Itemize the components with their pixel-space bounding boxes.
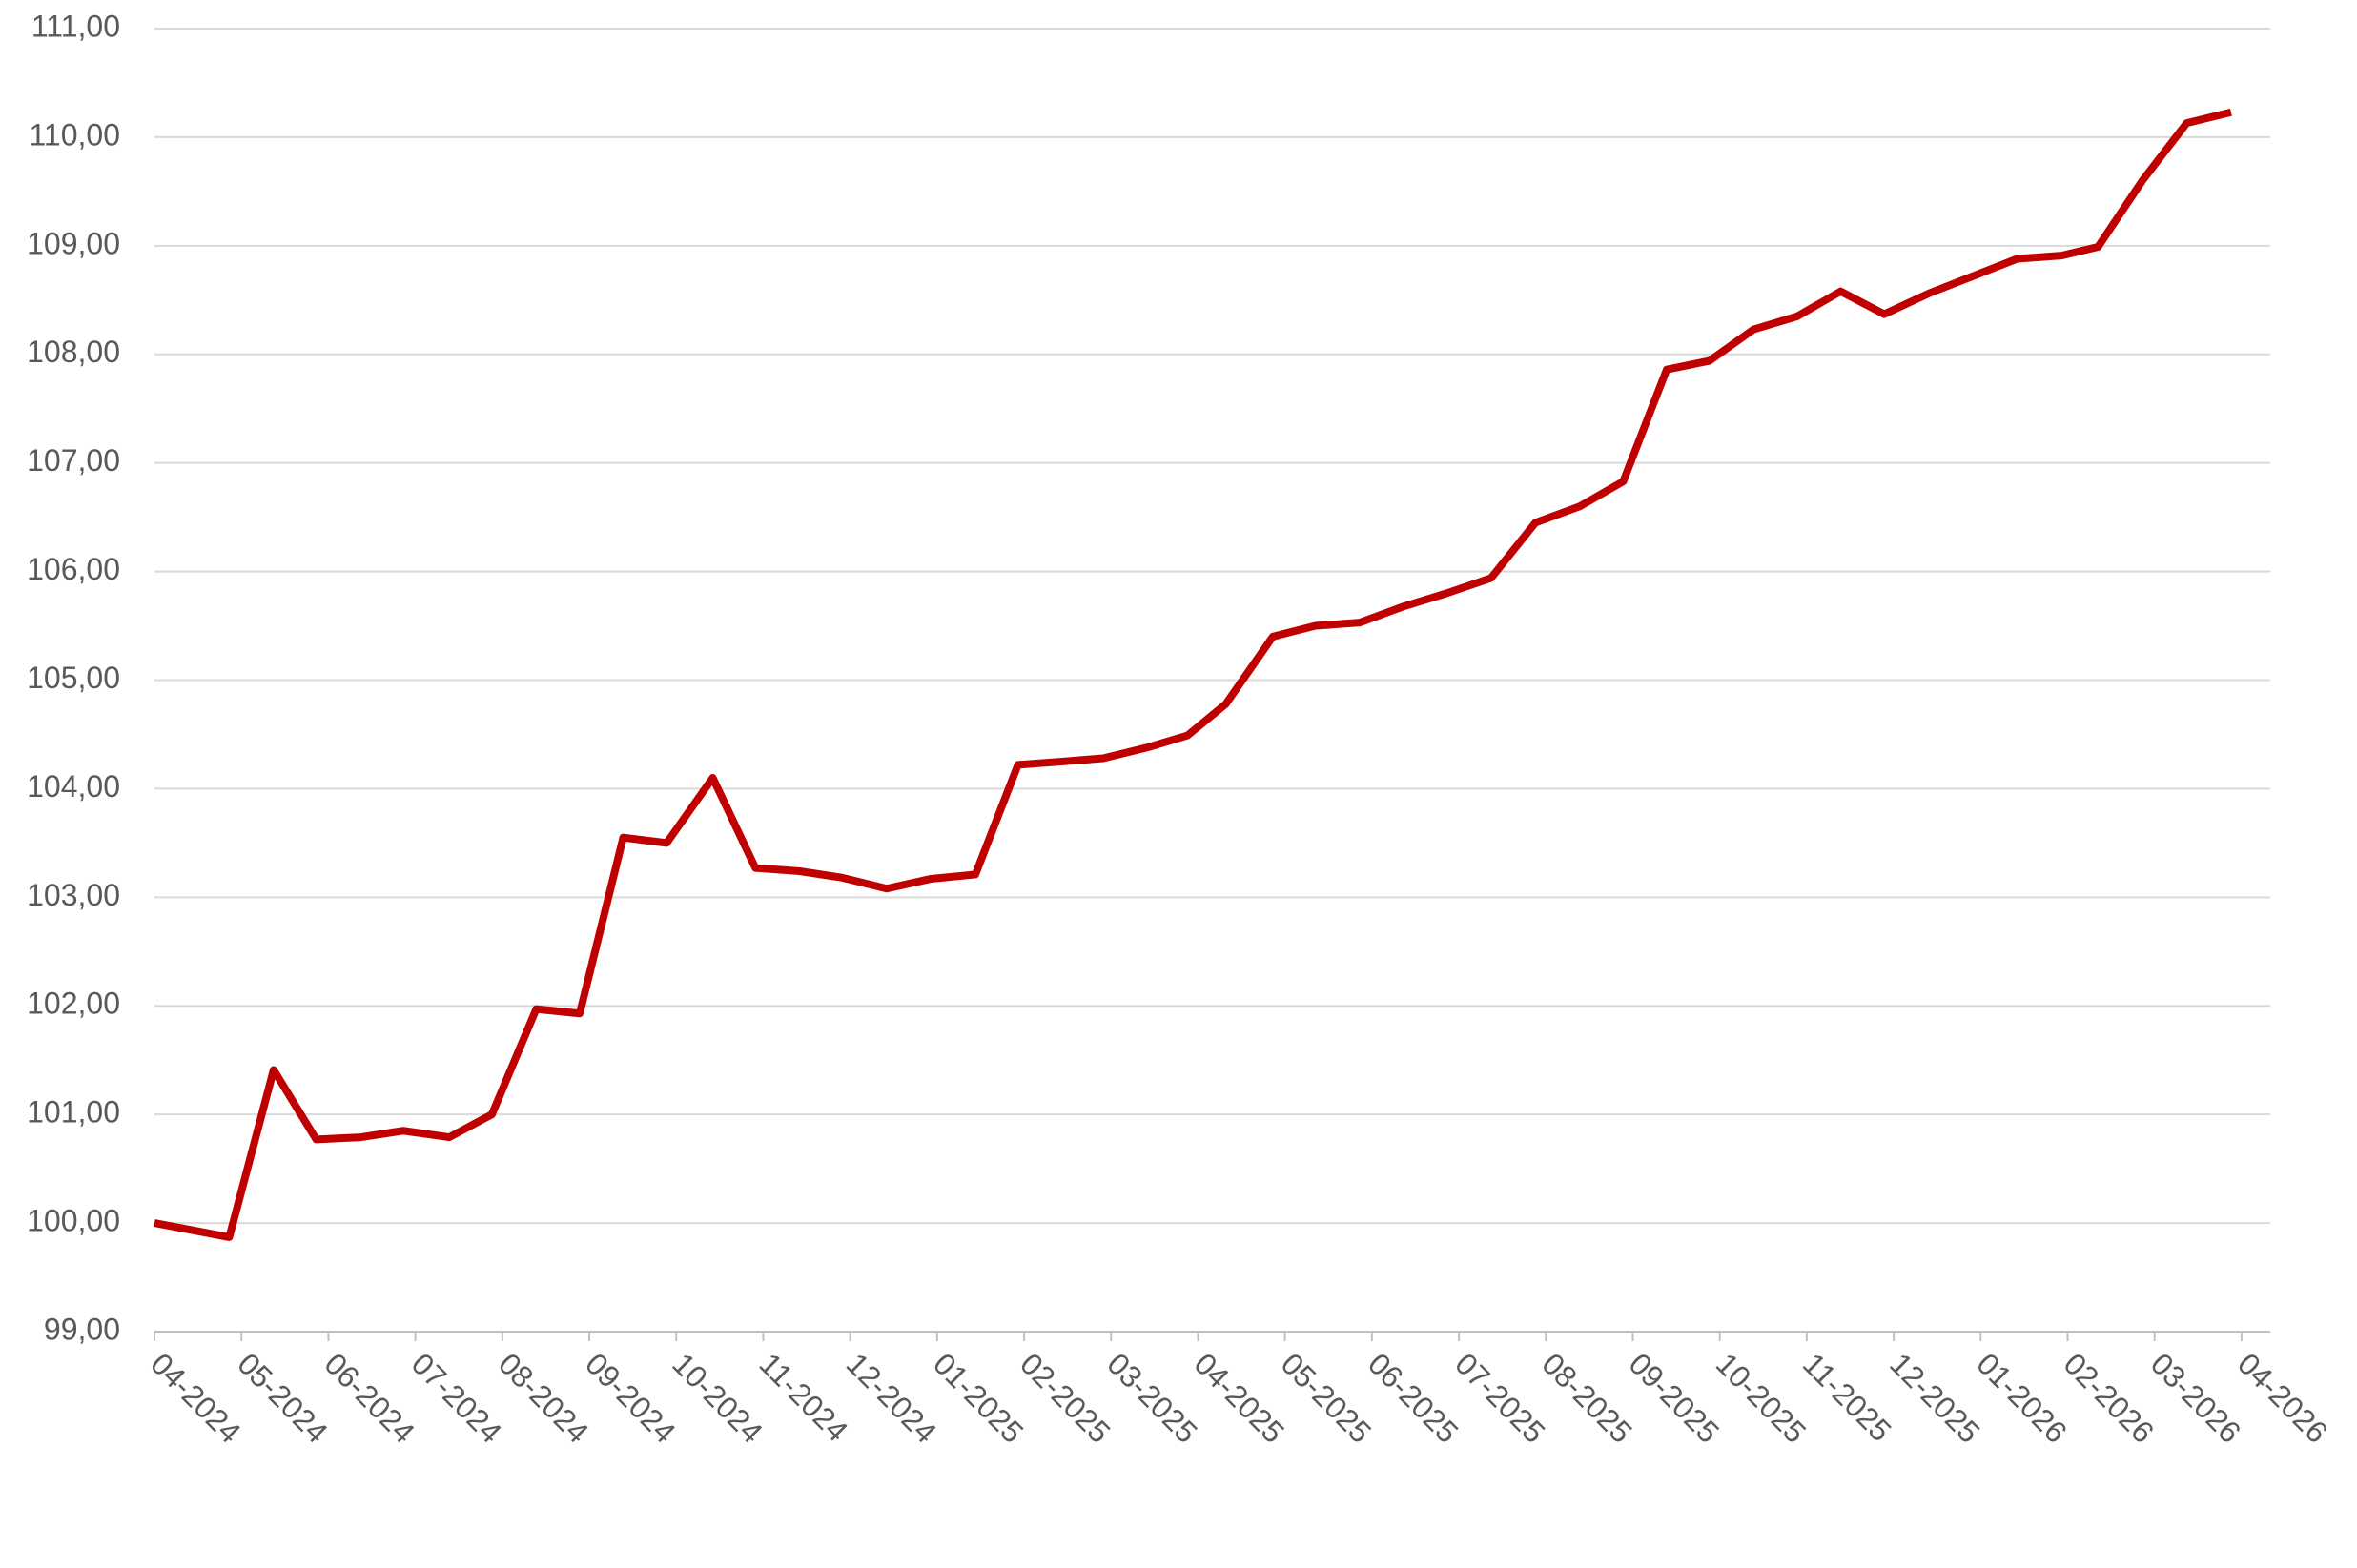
x-tick-label: 03-2026: [2144, 1346, 2247, 1449]
x-tick-label: 04-2026: [2231, 1346, 2334, 1449]
x-tick-label: 07-2024: [405, 1346, 508, 1449]
x-tick-label: 09-2025: [1623, 1346, 1726, 1449]
x-tick-label: 12-2024: [840, 1346, 943, 1449]
x-tick-label: 01-2026: [1970, 1346, 2073, 1449]
x-tick-label: 03-2025: [1100, 1346, 1203, 1449]
y-tick-label: 107,00: [27, 443, 120, 478]
y-tick-label: 108,00: [27, 335, 120, 369]
x-tick-label: 11-2025: [1796, 1346, 1898, 1448]
x-tick-label: 07-2025: [1448, 1346, 1551, 1449]
y-tick-label: 110,00: [30, 117, 121, 152]
y-tick-label: 105,00: [27, 661, 120, 695]
x-tick-label: 10-2025: [1710, 1346, 1813, 1449]
y-tick-label: 103,00: [27, 878, 120, 912]
x-tick-label: 06-2024: [318, 1346, 420, 1449]
x-tick-label: 06-2025: [1362, 1346, 1465, 1449]
y-tick-label: 100,00: [27, 1204, 120, 1238]
x-tick-label: 08-2024: [492, 1346, 595, 1449]
x-tick-label: 04-2024: [144, 1346, 247, 1449]
y-tick-label: 101,00: [27, 1095, 120, 1130]
x-tick-label: 04-2025: [1188, 1346, 1291, 1449]
x-tick-label: 10-2024: [666, 1346, 769, 1449]
y-tick-label: 102,00: [27, 987, 120, 1021]
y-tick-label: 104,00: [27, 769, 120, 804]
y-tick-label: 106,00: [27, 552, 120, 586]
x-tick-label: 02-2025: [1014, 1346, 1117, 1449]
x-tick-label: 05-2024: [231, 1346, 334, 1449]
y-tick-label: 111,00: [31, 9, 120, 43]
x-tick-label: 08-2025: [1535, 1346, 1638, 1449]
x-tick-label: 02-2026: [2058, 1346, 2161, 1449]
x-tick-label: 01-2025: [927, 1346, 1030, 1449]
x-tick-label: 05-2025: [1275, 1346, 1378, 1449]
line-series: [154, 108, 2232, 1241]
x-tick-label: 11-2024: [753, 1346, 855, 1448]
y-tick-label: 99,00: [44, 1312, 120, 1346]
x-tick-label: 09-2024: [579, 1346, 682, 1449]
y-tick-label: 109,00: [27, 226, 120, 260]
x-tick-label: 12-2025: [1883, 1346, 1986, 1449]
